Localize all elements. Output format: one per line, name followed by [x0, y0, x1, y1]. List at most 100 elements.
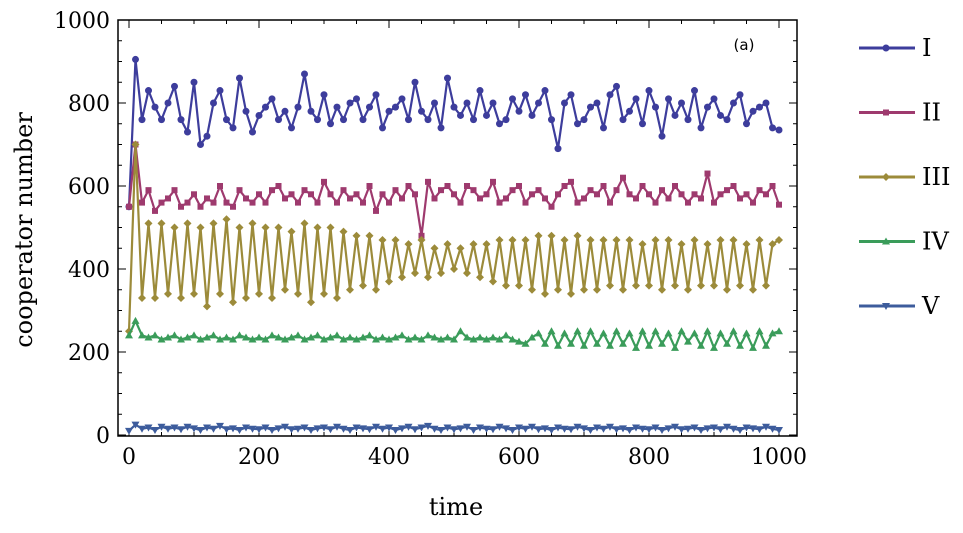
data-point	[236, 74, 243, 82]
data-point	[528, 285, 536, 294]
data-point	[625, 235, 634, 244]
data-point	[469, 427, 478, 435]
data-point	[743, 191, 750, 198]
data-point	[542, 195, 548, 202]
data-point	[327, 191, 334, 198]
data-point	[534, 231, 543, 240]
y-tick-label: 0	[96, 424, 110, 449]
data-point	[769, 183, 776, 189]
data-point	[489, 333, 497, 341]
data-point	[294, 289, 302, 298]
data-point	[574, 199, 581, 206]
data-point	[248, 219, 257, 228]
data-point	[196, 335, 205, 343]
data-point	[197, 203, 204, 210]
data-point	[534, 426, 543, 434]
data-point	[300, 219, 309, 228]
data-point	[736, 91, 744, 99]
data-point	[138, 425, 146, 433]
data-point	[177, 426, 185, 434]
data-point	[248, 335, 257, 343]
data-point	[203, 132, 211, 140]
data-point	[775, 126, 783, 134]
data-point	[184, 128, 191, 136]
data-point	[775, 327, 783, 335]
data-point	[138, 294, 146, 303]
data-point	[651, 235, 660, 244]
data-point	[372, 91, 380, 99]
data-point	[378, 235, 387, 244]
data-point	[320, 91, 328, 99]
data-point	[365, 331, 374, 339]
data-point	[223, 116, 230, 124]
data-point	[314, 199, 321, 206]
data-point	[301, 187, 308, 194]
data-point	[320, 289, 328, 298]
y-tick-label: 200	[68, 341, 110, 366]
data-point	[145, 187, 152, 194]
data-point	[710, 424, 718, 432]
data-point	[626, 191, 633, 198]
data-point	[352, 231, 361, 240]
data-point	[755, 327, 764, 335]
data-point	[658, 339, 666, 347]
data-point	[281, 335, 289, 343]
data-point	[151, 331, 159, 339]
data-point	[249, 128, 256, 136]
data-point	[515, 107, 523, 115]
data-point	[399, 195, 405, 202]
data-point	[203, 424, 211, 432]
data-point	[606, 281, 614, 290]
data-point	[164, 333, 172, 341]
data-point	[385, 335, 393, 343]
data-point	[347, 195, 353, 202]
data-point	[769, 124, 776, 132]
data-point	[763, 191, 769, 198]
data-point	[255, 289, 263, 298]
legend-marker	[882, 44, 890, 52]
data-point	[742, 424, 751, 432]
data-point	[391, 235, 400, 244]
data-point	[392, 103, 399, 111]
data-point	[314, 116, 321, 124]
data-point	[229, 298, 237, 307]
data-point	[287, 333, 296, 341]
data-point	[430, 333, 439, 341]
data-point	[346, 285, 354, 294]
data-point	[626, 107, 633, 115]
data-point	[697, 281, 705, 290]
data-point	[255, 111, 263, 119]
data-point	[476, 424, 484, 432]
data-point	[521, 235, 530, 244]
data-point	[528, 333, 536, 341]
data-point	[391, 427, 400, 435]
data-point	[398, 425, 406, 433]
data-point	[612, 235, 621, 244]
data-point	[320, 335, 328, 343]
data-point	[567, 289, 575, 298]
data-point	[183, 423, 192, 431]
data-point	[463, 423, 471, 431]
data-point	[716, 329, 725, 337]
data-point	[593, 339, 601, 347]
data-point	[560, 425, 569, 433]
data-point	[717, 191, 724, 198]
data-point	[508, 335, 517, 343]
data-point	[620, 174, 626, 181]
data-point	[294, 425, 302, 433]
data-point	[339, 227, 348, 236]
data-point	[554, 285, 562, 294]
data-point	[373, 207, 379, 214]
series-III	[125, 140, 783, 336]
data-point	[269, 187, 275, 194]
data-point	[613, 82, 620, 90]
data-point	[268, 427, 276, 435]
data-point	[125, 331, 133, 339]
data-point	[672, 183, 678, 189]
data-point	[619, 339, 627, 347]
data-point	[717, 111, 724, 119]
data-point	[281, 423, 289, 431]
data-point	[352, 335, 361, 343]
data-point	[177, 116, 185, 124]
data-point	[482, 335, 491, 343]
